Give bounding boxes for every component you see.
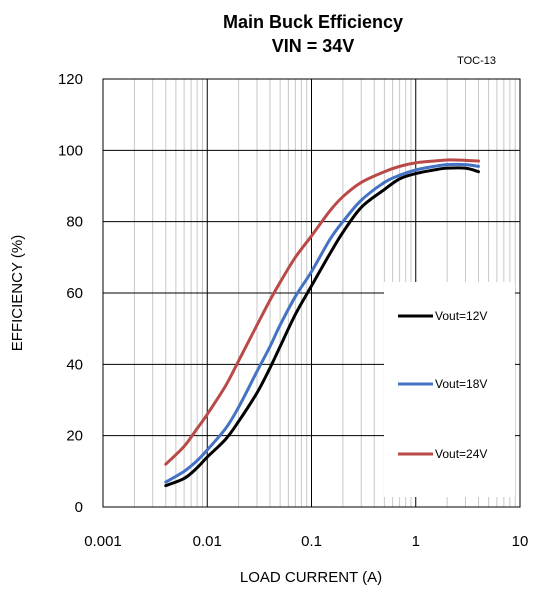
x-tick-label: 1: [412, 533, 420, 550]
y-tick-label: 60: [66, 285, 83, 302]
chart-subtitle: VIN = 34V: [272, 36, 355, 56]
y-tick-label: 120: [58, 71, 83, 88]
y-tick-label: 0: [75, 499, 83, 516]
x-axis-title: LOAD CURRENT (A): [240, 569, 382, 586]
plot-frame: [102, 78, 521, 508]
series-line-2: [164, 162, 481, 484]
y-tick-label: 80: [66, 214, 83, 231]
series-line-1: [164, 166, 481, 488]
y-axis-ticks: 0 20 40 60 80 100 120: [58, 71, 83, 516]
series-line-3: [164, 158, 481, 466]
legend-label: Vout=12V: [435, 309, 487, 323]
y-axis-title: EFFICIENCY (%): [9, 235, 26, 351]
x-tick-label: 0.1: [301, 533, 322, 550]
x-tick-label: 0.001: [84, 533, 122, 550]
series-lines: [164, 158, 481, 488]
x-axis-ticks: 0.001 0.01 0.1 1 10: [84, 533, 528, 550]
x-tick-label: 0.01: [193, 533, 222, 550]
legend-box: [384, 282, 515, 497]
legend-label: Vout=18V: [435, 377, 487, 391]
legend: Vout=12V Vout=18V Vout=24V: [384, 282, 515, 497]
y-tick-label: 40: [66, 356, 83, 373]
toc-code: TOC-13: [457, 55, 496, 67]
x-tick-label: 10: [512, 533, 529, 550]
y-tick-label: 20: [66, 428, 83, 445]
y-tick-label: 100: [58, 142, 83, 159]
chart-title: Main Buck Efficiency: [223, 12, 403, 32]
legend-label: Vout=24V: [435, 447, 487, 461]
